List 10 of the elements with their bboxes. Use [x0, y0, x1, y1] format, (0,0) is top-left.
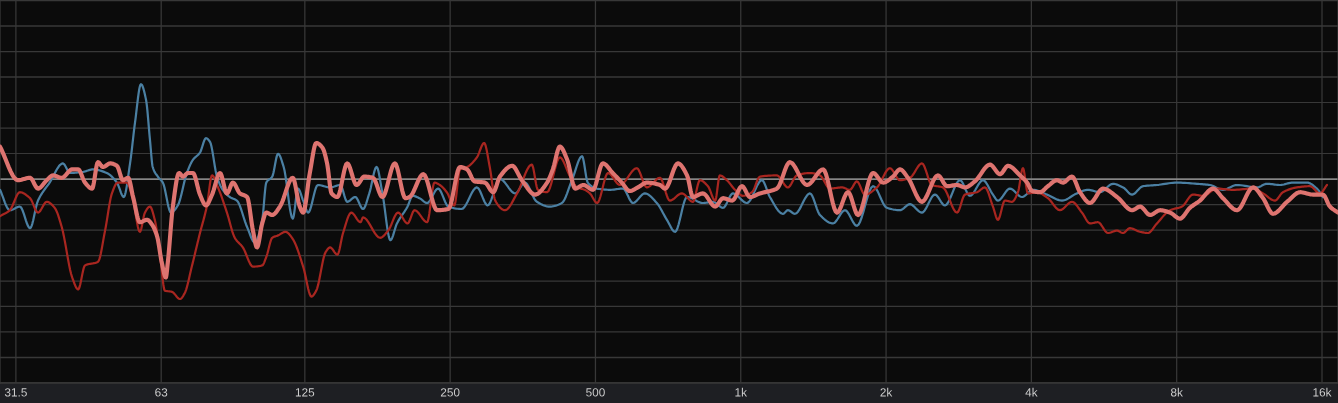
x-tick-label: 31.5 — [4, 388, 27, 397]
x-tick-label: 125 — [295, 388, 315, 397]
x-tick-label: 63 — [155, 388, 168, 397]
x-tick-label: 4k — [1025, 387, 1038, 397]
x-tick-label: 1k — [735, 387, 748, 397]
x-tick-label: 16k — [1313, 387, 1332, 397]
x-tick-label: 8k — [1170, 387, 1183, 397]
x-tick-label: 250 — [440, 388, 460, 397]
x-tick-label: 2k — [880, 387, 893, 397]
x-tick-label: 500 — [586, 388, 605, 397]
